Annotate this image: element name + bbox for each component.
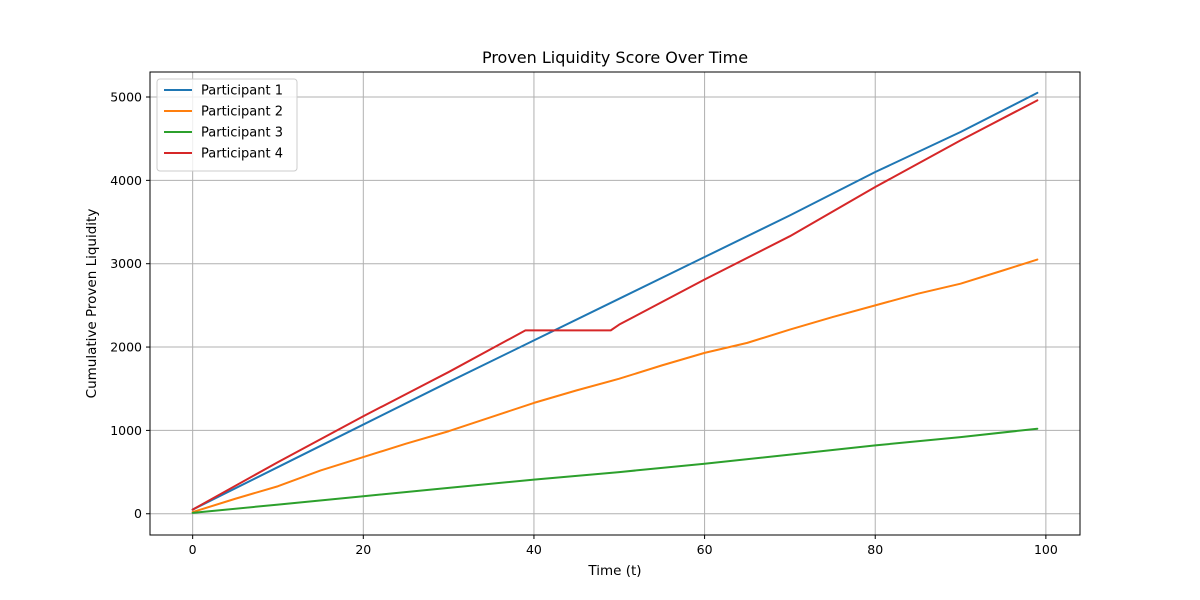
legend-label: Participant 2 xyxy=(201,105,283,120)
y-tick-label: 3000 xyxy=(110,256,142,271)
legend: Participant 1 Participant 2 Participant 3 P… xyxy=(156,78,298,172)
x-tick-label: 60 xyxy=(697,542,713,557)
chart-title: Proven Liquidity Score Over Time xyxy=(482,48,748,67)
x-tick-label: 20 xyxy=(355,542,371,557)
y-tick-label: 2000 xyxy=(110,340,142,355)
x-tick-label: 40 xyxy=(526,542,542,557)
x-axis-label: Time (t) xyxy=(587,563,641,579)
legend-label: Participant 1 xyxy=(201,84,283,99)
legend-label: Participant 3 xyxy=(201,126,283,141)
legend-box xyxy=(156,78,298,172)
series-line-4 xyxy=(191,99,1039,511)
series-line-2 xyxy=(191,258,1039,514)
y-tick-label: 1000 xyxy=(110,423,142,438)
series-lines xyxy=(191,91,1039,514)
x-tick-label: 0 xyxy=(189,542,197,557)
plot-frame xyxy=(149,71,1081,536)
y-tick-label: 5000 xyxy=(110,90,142,105)
x-tick-label: 100 xyxy=(1034,542,1058,557)
series-line-1 xyxy=(191,91,1039,511)
y-tick-label: 0 xyxy=(134,506,142,521)
legend-label: Participant 4 xyxy=(201,147,283,162)
x-tick-label: 80 xyxy=(867,542,883,557)
series-line-3 xyxy=(191,427,1039,514)
grid xyxy=(150,72,1080,535)
y-axis-label: Cumulative Proven Liquidity xyxy=(84,209,100,399)
y-tick-label: 4000 xyxy=(110,173,142,188)
